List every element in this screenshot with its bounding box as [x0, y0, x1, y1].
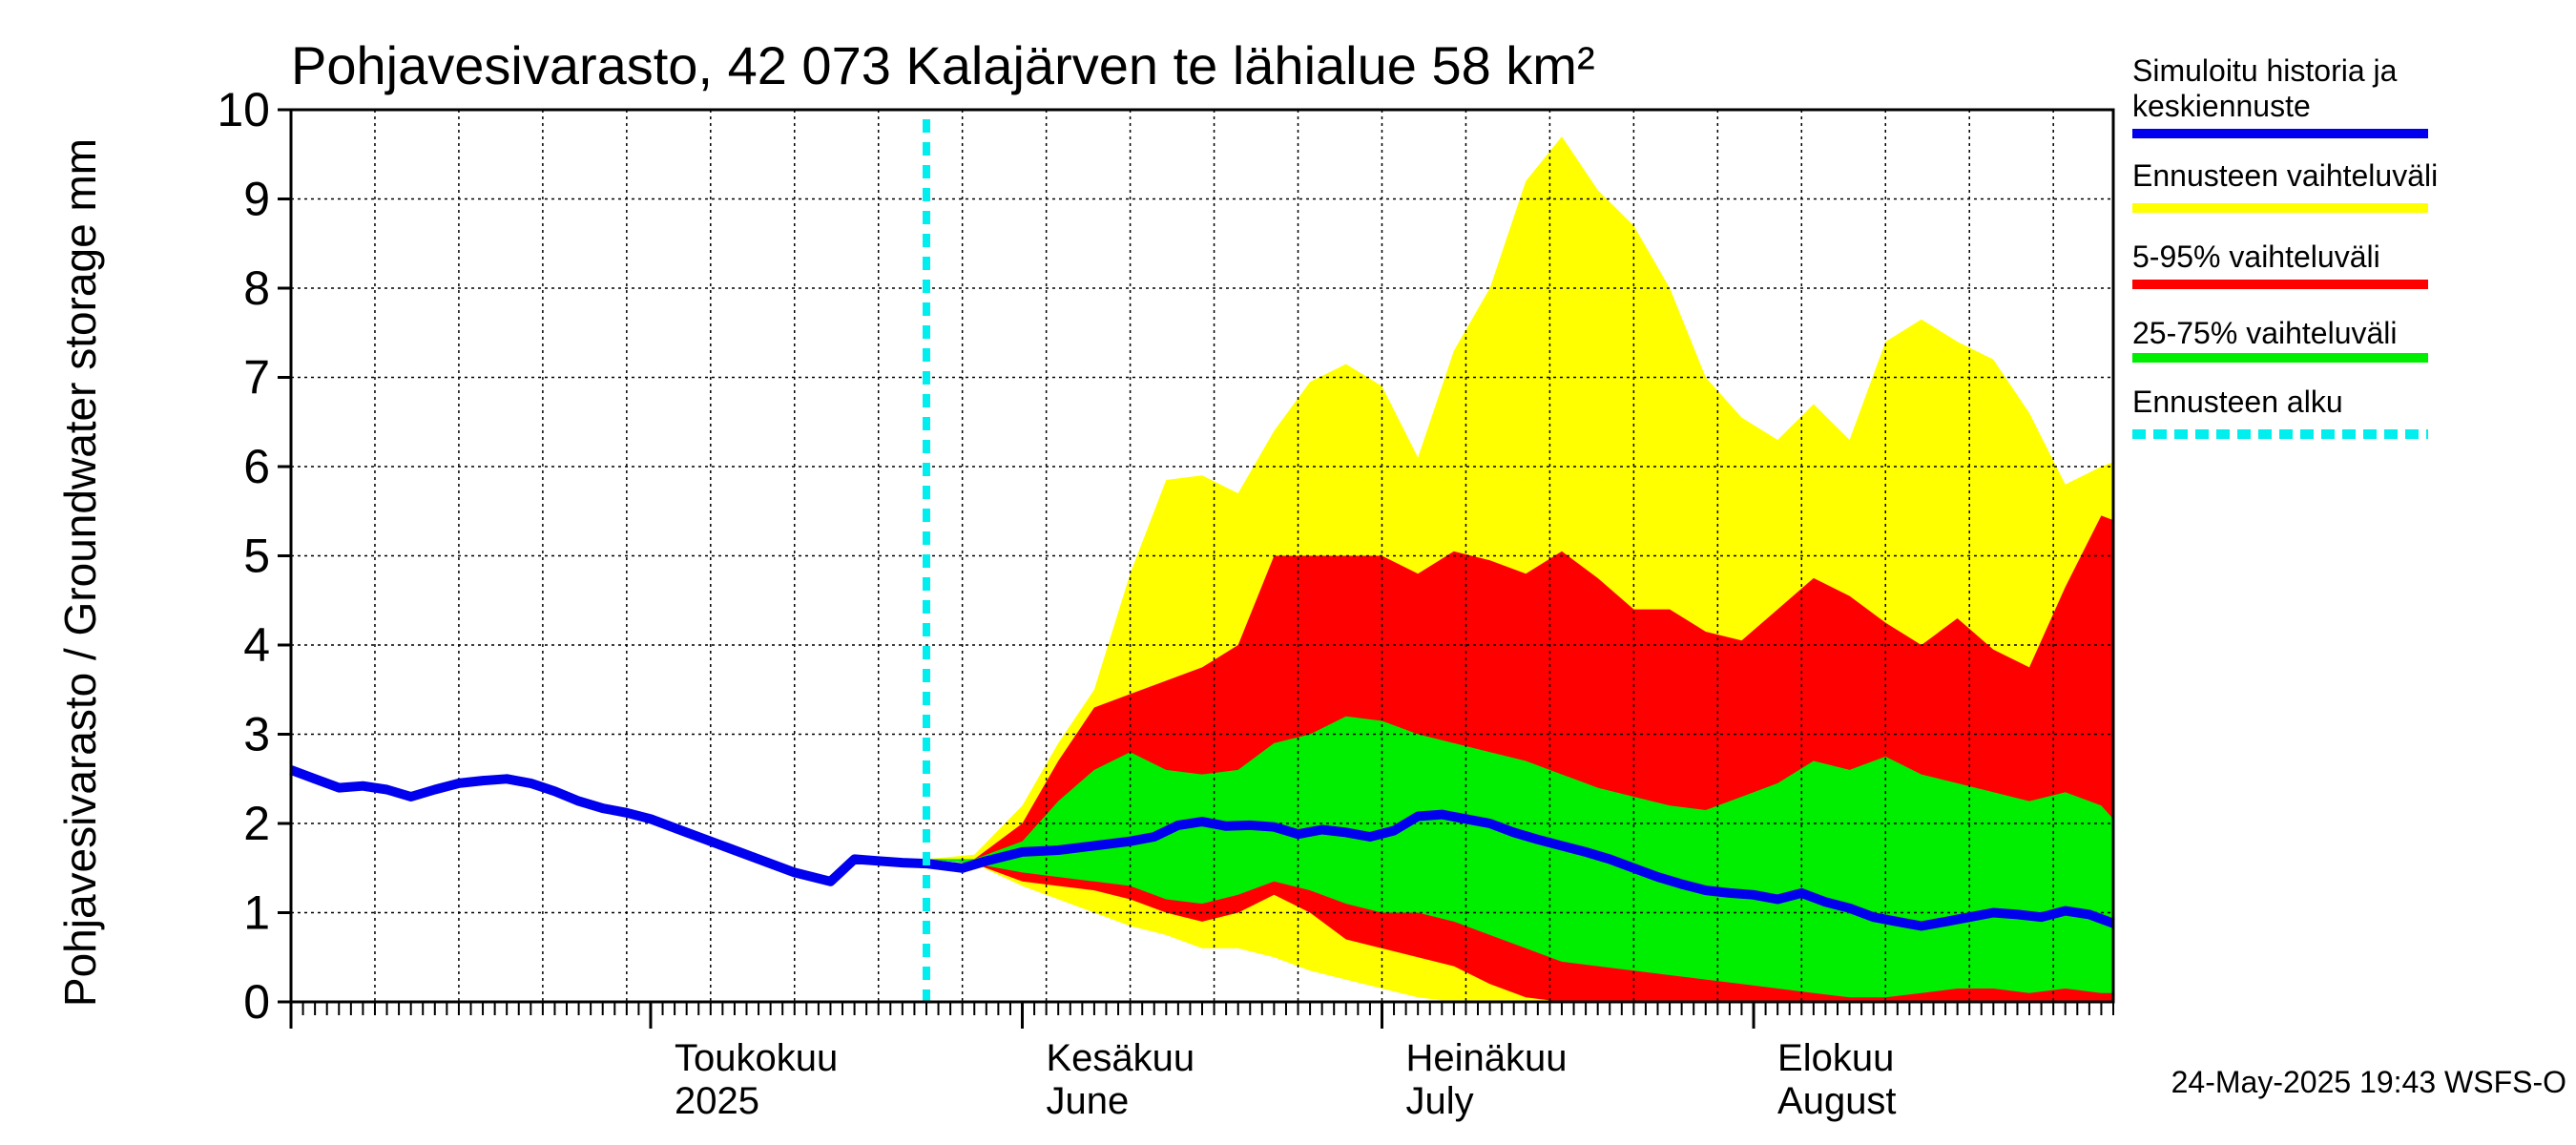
- month-label-fi: Kesäkuu: [1047, 1037, 1195, 1079]
- y-tick-label: 0: [243, 975, 270, 1029]
- legend-label: 25-75% vaihteluväli: [2132, 316, 2398, 350]
- y-tick-label: 10: [217, 83, 270, 136]
- month-label-en: June: [1047, 1080, 1130, 1122]
- y-tick-label: 5: [243, 530, 270, 583]
- month-label-en: July: [1405, 1080, 1473, 1122]
- timestamp: 24-May-2025 19:43 WSFS-O: [2171, 1065, 2566, 1099]
- month-label-en: 2025: [675, 1080, 759, 1122]
- median-line: [289, 765, 2115, 931]
- legend-label: 5-95% vaihteluväli: [2132, 239, 2380, 274]
- legend-label: Ennusteen alku: [2132, 385, 2343, 419]
- month-label-fi: Elokuu: [1777, 1037, 1894, 1079]
- y-tick-label: 1: [243, 886, 270, 940]
- y-tick-label: 6: [243, 440, 270, 493]
- y-tick-label: 9: [243, 173, 270, 226]
- y-tick-label: 3: [243, 708, 270, 761]
- month-label-fi: Heinäkuu: [1405, 1037, 1567, 1079]
- y-axis-label: Pohjavesivarasto / Groundwater storage m…: [55, 138, 105, 1007]
- y-tick-label: 2: [243, 797, 270, 850]
- month-label-fi: Toukokuu: [675, 1037, 838, 1079]
- median-line-layer: [289, 765, 2115, 931]
- month-label-en: August: [1777, 1080, 1897, 1122]
- chart-title: Pohjavesivarasto, 42 073 Kalajärven te l…: [291, 35, 1595, 95]
- legend-label: Ennusteen vaihteluväli: [2132, 158, 2438, 193]
- grid-lines: [291, 110, 2113, 1002]
- y-tick-label: 4: [243, 618, 270, 672]
- y-tick-label: 7: [243, 351, 270, 405]
- y-tick-label: 8: [243, 261, 270, 315]
- band-2: [926, 716, 2113, 998]
- legend-label: keskiennuste: [2132, 89, 2311, 123]
- x-axis-ticks: [289, 1002, 2114, 1029]
- legend-label: Simuloitu historia ja: [2132, 53, 2398, 88]
- y-axis-ticks: 0 1 2 3 4 5 6 7 8 9 10: [217, 83, 291, 1029]
- forecast-bands: [926, 136, 2113, 1003]
